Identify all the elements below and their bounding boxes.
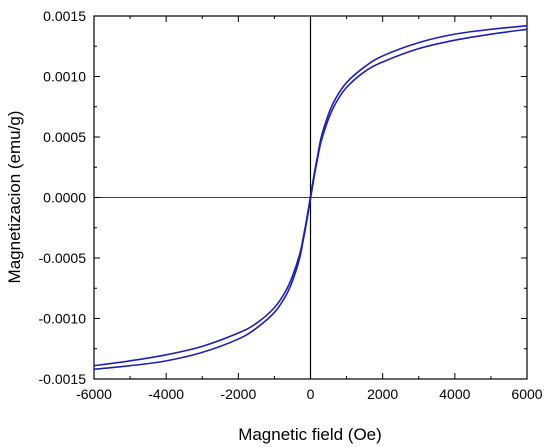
y-tick-label: -0.0005 [39,250,87,266]
x-tick-label: -4000 [148,386,184,402]
y-tick-label: 0.0000 [43,190,86,206]
x-axis-ticks: -6000 -4000 -2000 0 2000 4000 6000 [76,16,543,402]
y-axis-title: Magnetizacion (emu/g) [5,111,24,284]
y-tick-label: -0.0015 [39,371,87,387]
hysteresis-branch-2 [93,28,528,371]
x-tick-label: 2000 [367,386,398,402]
x-tick-label: 4000 [439,386,470,402]
x-tick-label: -2000 [220,386,256,402]
x-tick-label: -6000 [76,386,112,402]
series-group [93,24,528,371]
y-tick-label: -0.0010 [39,311,87,327]
y-tick-label: 0.0010 [43,69,86,85]
y-tick-label: 0.0005 [43,129,86,145]
x-tick-label: 0 [307,386,315,402]
y-tick-label: 0.0015 [43,8,86,24]
y-axis-ticks: -0.0015 -0.0010 -0.0005 0.0000 0.0005 0.0010 0… [39,8,527,387]
x-tick-label: 6000 [511,386,542,402]
x-axis-title: Magnetic field (Oe) [238,425,382,444]
